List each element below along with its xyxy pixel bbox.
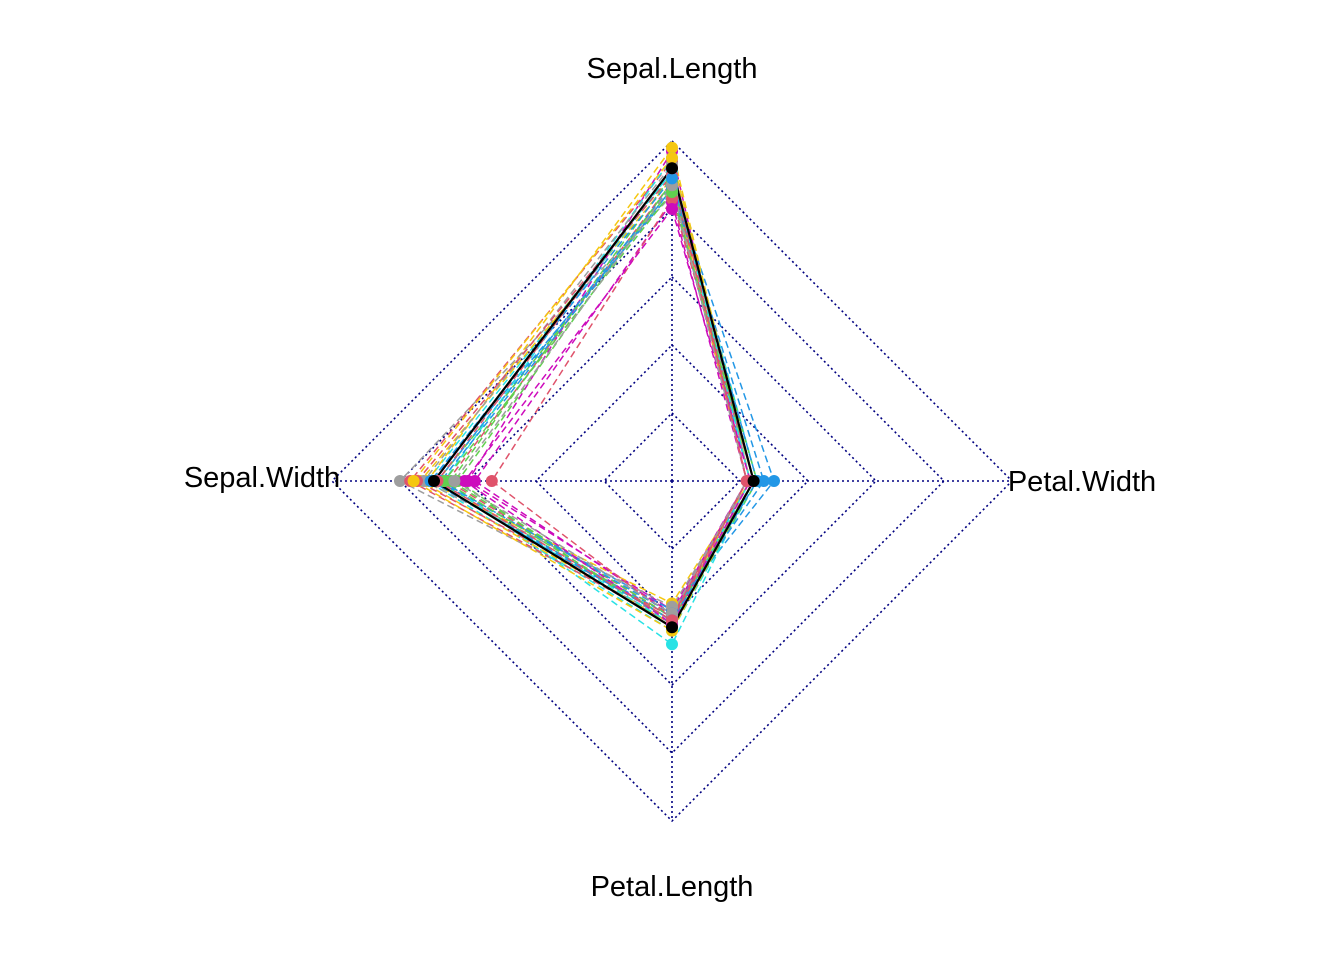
series-line-9 <box>409 159 748 625</box>
radar-points <box>394 141 780 651</box>
axis-label-petal-length: Petal.Length <box>591 871 754 903</box>
series-line-17 <box>456 180 758 629</box>
series-23-point-sepal-length <box>666 152 678 164</box>
series-line-8 <box>398 193 755 622</box>
series-line-20 <box>415 173 748 619</box>
axis-label-petal-width: Petal.Width <box>1008 466 1156 498</box>
grid-ring-1 <box>602 411 742 551</box>
series-13-point-sepal-width <box>468 475 481 487</box>
axis-label-sepal-length: Sepal.Length <box>587 53 758 85</box>
series-1-point-sepal-length <box>666 162 678 175</box>
series-23-point-sepal-width <box>407 475 420 487</box>
series-1-point-sepal-width <box>428 475 440 487</box>
series-7-point-sepal-length <box>666 141 678 154</box>
series-8-point-sepal-width <box>394 475 406 487</box>
axis-label-sepal-width: Sepal.Width <box>184 462 340 494</box>
grid-ring-5 <box>330 139 1014 823</box>
series-24-point-sepal-width <box>448 475 461 487</box>
series-line-7 <box>426 146 752 605</box>
series-line-4 <box>429 190 752 619</box>
series-12-point-petal-length <box>666 638 678 651</box>
series-22-point-sepal-width <box>458 475 471 487</box>
series-line-16 <box>490 196 755 619</box>
grid-ring-2 <box>534 343 810 619</box>
series-25-point-sepal-length <box>666 172 678 185</box>
grid-ring-4 <box>398 207 946 755</box>
series-11-point-petal-width <box>768 475 780 487</box>
series-1-point-petal-width <box>747 475 760 487</box>
series-line-14 <box>419 176 748 625</box>
series-1-point-petal-length <box>666 621 678 634</box>
series-line-21 <box>443 190 755 622</box>
series-line-15 <box>422 163 752 608</box>
radar-series <box>398 146 775 646</box>
series-22-point-sepal-length <box>666 203 678 215</box>
series-line-5 <box>426 169 758 632</box>
series-16-point-sepal-width <box>485 475 498 487</box>
